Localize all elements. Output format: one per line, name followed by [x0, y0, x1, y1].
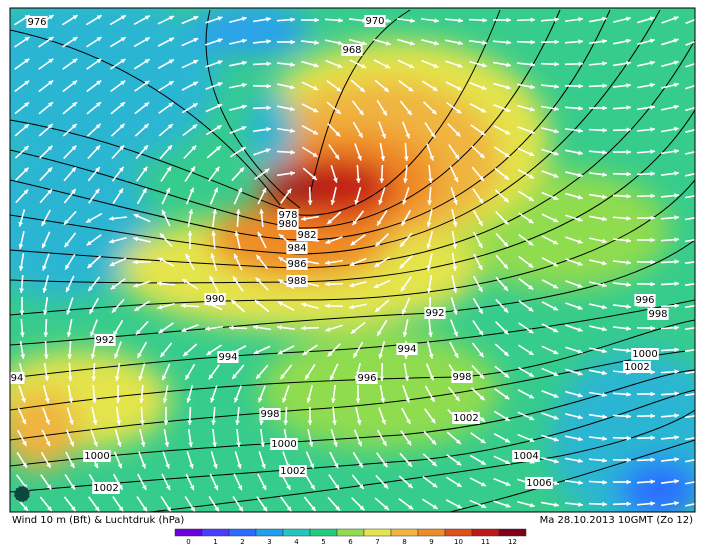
isobar-label: 996 [357, 373, 376, 384]
legend-swatch [310, 529, 337, 536]
wind-arrow-head [698, 193, 703, 198]
wind-arrow-head [698, 413, 703, 418]
legend-label: 2 [240, 538, 244, 546]
isobar-label: 976 [27, 17, 46, 28]
legend-label: 11 [481, 538, 490, 546]
isobar-label: 980 [278, 219, 297, 230]
legend-label: 7 [375, 538, 379, 546]
isobar-label: 992 [95, 335, 114, 346]
wind-arrow-head [698, 237, 703, 242]
wind-arrow-head [697, 16, 702, 20]
isobar-label: 998 [452, 372, 471, 383]
wind-arrow-head [698, 259, 703, 264]
isobar-label: 984 [287, 243, 306, 254]
wind-arrow-head [698, 479, 703, 484]
isobar-label: 1002 [453, 413, 478, 424]
isobar-label: 994 [397, 344, 416, 355]
isobar-label: 94 [11, 373, 24, 384]
legend-swatch [472, 529, 499, 536]
legend-swatch [256, 529, 283, 536]
wind-arrow-head [698, 171, 703, 176]
isobar-label: 982 [297, 230, 316, 241]
legend-label: 12 [508, 538, 517, 546]
wind-arrow-head [698, 435, 703, 440]
isobar-label: 1002 [280, 466, 305, 477]
wind-arrow-head [698, 457, 703, 462]
isobar-label: 990 [205, 294, 224, 305]
wind-arrow-head [698, 303, 703, 308]
isobar-label: 988 [287, 276, 306, 287]
wind-arrow-head [698, 347, 703, 352]
footer-left: Wind 10 m (Bft) & Luchtdruk (hPa) [12, 515, 184, 526]
wind-arrow-head [698, 281, 703, 286]
legend-swatch [418, 529, 445, 536]
isobar-label: 1000 [271, 439, 296, 450]
legend-swatch [445, 529, 472, 536]
wind-arrow-head [698, 60, 703, 65]
wind-arrow-head [698, 215, 703, 220]
wind-arrow-head [698, 391, 703, 396]
wind-arrow-head [698, 38, 703, 43]
isobar-label: 1002 [93, 483, 118, 494]
legend-label: 1 [213, 538, 217, 546]
legend-label: 8 [402, 538, 406, 546]
wind-arrow-head [698, 127, 703, 132]
isobar-label: 986 [287, 259, 306, 270]
wind-arrow-head [698, 82, 703, 87]
legend-swatch [229, 529, 256, 536]
legend-label: 0 [186, 538, 190, 546]
wind-arrow-head [698, 104, 703, 109]
isobar-label: 968 [342, 45, 361, 56]
isobar-label: 992 [425, 308, 444, 319]
legend-label: 9 [429, 538, 433, 546]
wind-arrow-head [698, 149, 703, 154]
isobar-label: 996 [635, 295, 654, 306]
isobar-label: 1004 [513, 451, 538, 462]
logo [14, 486, 30, 502]
legend-swatch [391, 529, 418, 536]
legend-swatch [499, 529, 526, 536]
wind-arrow-head [698, 369, 703, 374]
legend-label: 3 [267, 538, 271, 546]
isobar-label: 1006 [526, 478, 551, 489]
legend-label: 5 [321, 538, 325, 546]
footer-right: Ma 28.10.2013 10GMT (Zo 12) [540, 515, 694, 526]
legend-swatch [337, 529, 364, 536]
legend-label: 4 [294, 538, 299, 546]
isobar-label: 1000 [84, 451, 109, 462]
wind-arrow-head [698, 325, 703, 330]
legend-label: 10 [454, 538, 463, 546]
isobar-label: 1002 [624, 362, 649, 373]
isobar-label: 998 [648, 309, 667, 320]
legend-swatch [175, 529, 202, 536]
isobar-label: 998 [260, 409, 279, 420]
isobar-label: 1000 [632, 349, 657, 360]
legend-swatch [202, 529, 229, 536]
wind-arrow-head [698, 501, 703, 506]
isobar-label: 970 [365, 16, 384, 27]
legend-swatch [283, 529, 310, 536]
legend-label: 6 [348, 538, 353, 546]
legend-swatch [364, 529, 391, 536]
isobar-label: 994 [218, 352, 237, 363]
